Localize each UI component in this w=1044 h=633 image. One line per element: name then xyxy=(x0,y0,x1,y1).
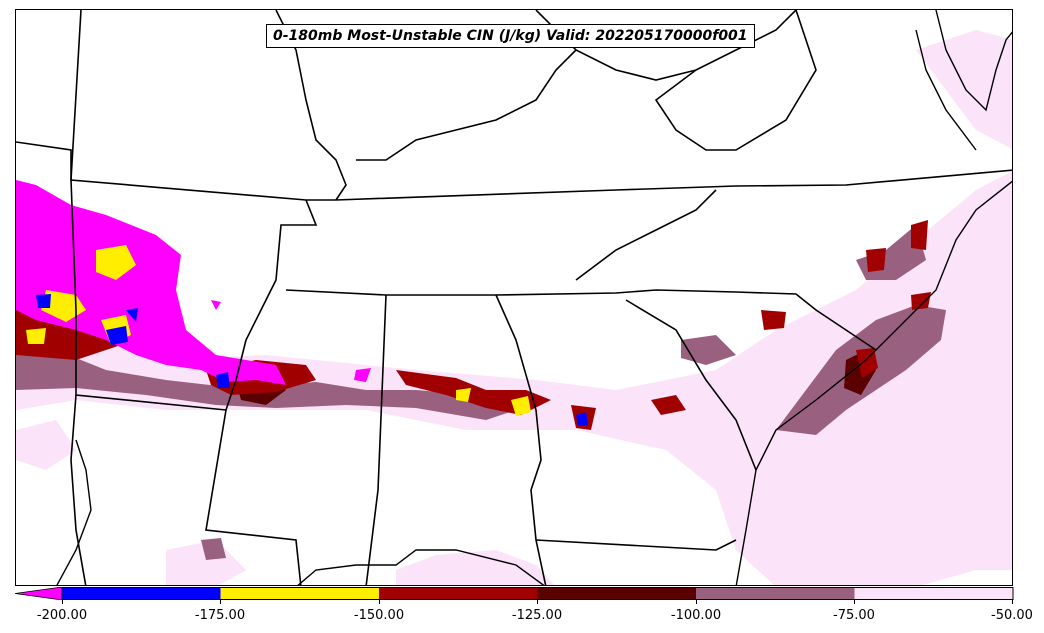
cin-shading-light-pink xyxy=(16,30,1012,585)
colorbar-tick-label: -150.00 xyxy=(353,608,405,623)
colorbar-bin-100-75 xyxy=(696,587,855,600)
colorbar-bin-125-100 xyxy=(537,587,696,600)
colorbar-bin-200-175 xyxy=(62,587,221,600)
colorbar-tick-label: -50.00 xyxy=(991,608,1033,623)
colorbar-tick xyxy=(220,600,221,604)
colorbar-tick xyxy=(696,600,697,604)
cin-map xyxy=(16,10,1012,585)
colorbar-tick-label: -125.00 xyxy=(511,608,563,623)
colorbar xyxy=(15,587,1014,600)
colorbar-tick xyxy=(537,600,538,604)
colorbar-tick xyxy=(1012,600,1013,604)
colorbar-tick-label: -100.00 xyxy=(670,608,722,623)
cin-shading-magenta xyxy=(16,180,371,385)
colorbar-tick-label: -200.00 xyxy=(36,608,88,623)
colorbar-bin-below-200 xyxy=(15,587,63,600)
map-panel: 0-180mb Most-Unstable CIN (J/kg) Valid: … xyxy=(15,9,1013,586)
colorbar-bin-175-150 xyxy=(220,587,379,600)
colorbar-outline xyxy=(61,587,1014,600)
colorbar-bin-150-125 xyxy=(379,587,538,600)
colorbar-tick xyxy=(379,600,380,604)
coastline xyxy=(56,10,1012,585)
colorbar-bin-75-50 xyxy=(854,587,1013,600)
cin-shading-blue xyxy=(36,294,588,426)
map-title: 0-180mb Most-Unstable CIN (J/kg) Valid: … xyxy=(266,24,755,48)
colorbar-tick xyxy=(62,600,63,604)
colorbar-tick-label: -75.00 xyxy=(833,608,875,623)
colorbar-tick xyxy=(854,600,855,604)
colorbar-tick-label: -175.00 xyxy=(194,608,246,623)
